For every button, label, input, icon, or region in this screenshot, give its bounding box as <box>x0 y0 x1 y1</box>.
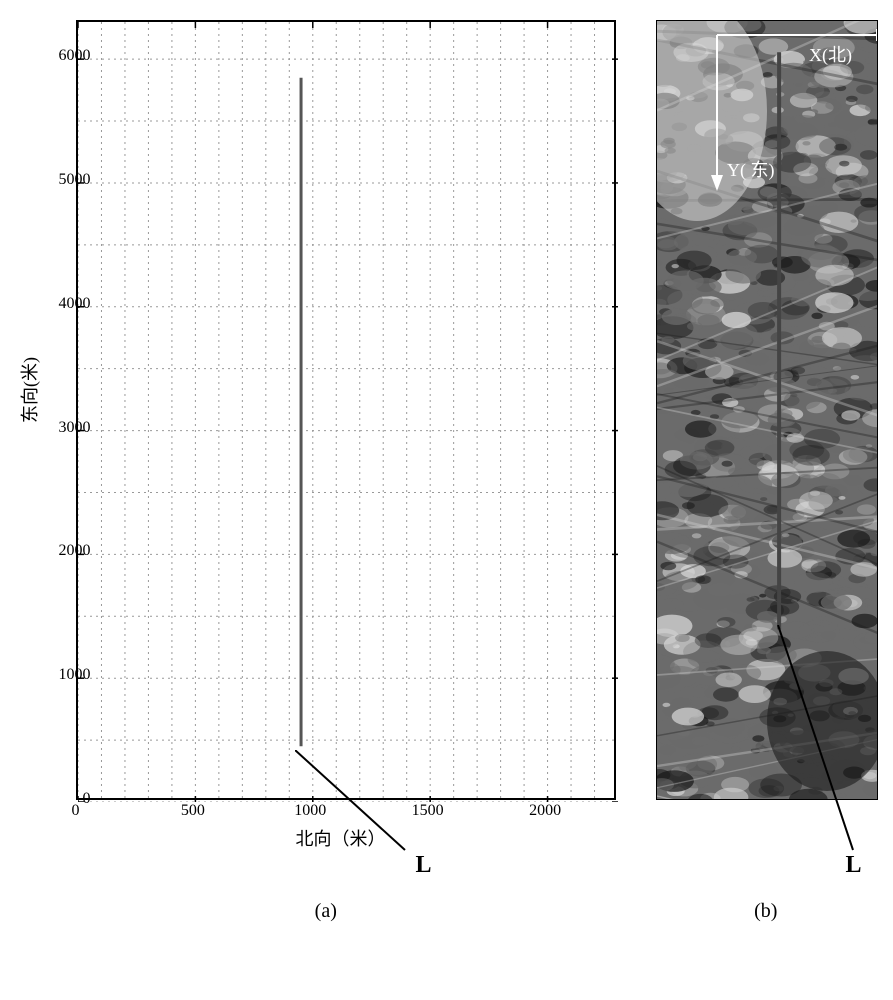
xtick-label: 2000 <box>529 802 561 820</box>
chart-a-xlabel: 北向（米） <box>296 825 386 851</box>
ytick-label: 3000 <box>41 419 91 437</box>
figure-container: 东向(米) 北向（米） 0 1000 2000 3000 4000 5000 6000 0 5… <box>10 10 883 923</box>
svg-text:Y( 东): Y( 东) <box>727 160 775 181</box>
panels-row: 东向(米) 北向（米） 0 1000 2000 3000 4000 5000 6000 0 5… <box>16 10 878 880</box>
panel-b-image-box: X(北) Y( 东) <box>656 20 878 800</box>
chart-a-svg <box>78 22 618 802</box>
annotation-L-b: L <box>846 852 862 879</box>
ytick-label: 2000 <box>41 542 91 560</box>
svg-text:X(北): X(北) <box>809 45 852 66</box>
ytick-label: 6000 <box>41 47 91 65</box>
ytick-label: 4000 <box>41 295 91 313</box>
panel-a: 东向(米) 北向（米） 0 1000 2000 3000 4000 5000 6000 0 5… <box>16 10 636 880</box>
subcaption-a: (a) <box>17 900 636 923</box>
ytick-label: 5000 <box>41 171 91 189</box>
chart-a-axes-box <box>76 20 616 800</box>
ytick-label: 0 <box>41 790 91 808</box>
xtick-label: 1500 <box>412 802 444 820</box>
panel-b: X(北) Y( 东) L <box>656 10 878 880</box>
panel-b-texture: X(北) Y( 东) <box>657 21 878 800</box>
xtick-label: 0 <box>72 802 80 820</box>
annotation-L-a: L <box>416 852 432 879</box>
subcaptions-row: (a) (b) <box>17 900 877 923</box>
ytick-label: 1000 <box>41 666 91 684</box>
chart-a-ylabel: 东向(米) <box>16 357 42 423</box>
xtick-label: 1000 <box>294 802 326 820</box>
subcaption-b: (b) <box>655 900 876 923</box>
xtick-label: 500 <box>181 802 205 820</box>
